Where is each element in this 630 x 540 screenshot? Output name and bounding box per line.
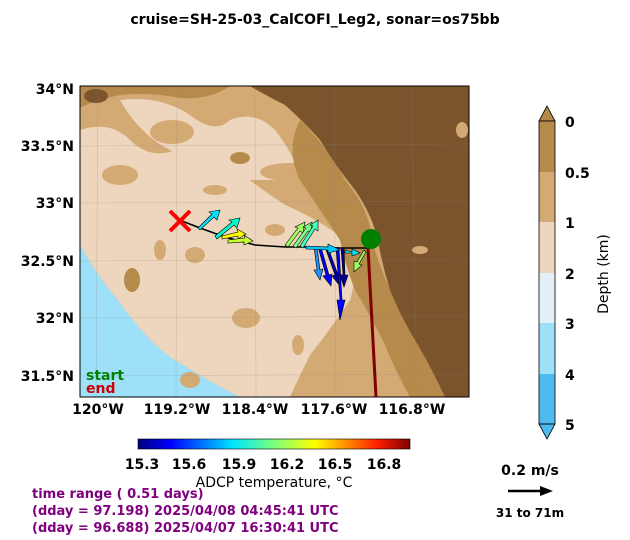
scale-depth-label: 31 to 71m xyxy=(495,506,565,520)
velocity-vector xyxy=(335,247,346,321)
temperature-colorbar: 15.3 15.6 15.9 16.2 16.5 16.8 xyxy=(125,438,411,473)
depth-tick: 3 xyxy=(565,317,575,333)
velocity-vector xyxy=(292,221,313,249)
lon-tick: 117.6°W xyxy=(301,402,368,418)
time-start: (dday = 96.688) 2025/04/07 16:30:41 UTC xyxy=(32,521,339,536)
map-frame xyxy=(79,85,470,398)
legend-end: end xyxy=(86,381,115,397)
depth-tick: 5 xyxy=(565,418,575,434)
depth-tick: 0.5 xyxy=(565,166,590,182)
track-segment-south xyxy=(366,247,378,398)
temp-tick: 16.2 xyxy=(270,457,305,473)
lon-tick: 119.2°W xyxy=(144,402,211,418)
velocity-vector xyxy=(305,243,341,254)
legend-start: start xyxy=(86,368,124,384)
lat-tick: 33°N xyxy=(36,196,74,212)
velocity-vector xyxy=(197,209,221,231)
start-marker-dot xyxy=(361,229,381,249)
end-marker-x xyxy=(168,209,192,233)
time-end: (dday = 97.198) 2025/04/08 04:45:41 UTC xyxy=(32,504,339,519)
scale-arrow xyxy=(508,486,553,496)
depth-colorbar: 0 0.5 1 2 3 4 5 Depth (km) xyxy=(538,105,612,440)
lon-tick: 118.4°W xyxy=(222,402,289,418)
lon-tick: 120°W xyxy=(72,402,124,418)
velocity-vector xyxy=(353,249,367,273)
time-range-block: time range ( 0.51 days) (dday = 97.198) … xyxy=(32,486,339,537)
temp-tick: 15.3 xyxy=(125,457,160,473)
depth-tick: 0 xyxy=(565,115,575,131)
bathymetry-map xyxy=(80,86,469,397)
velocity-vector xyxy=(317,246,333,287)
lat-tick: 33.5°N xyxy=(21,139,74,155)
plot-title: cruise=SH-25-03_CalCOFI_Leg2, sonar=os75… xyxy=(130,12,500,28)
temp-tick: 15.6 xyxy=(172,457,207,473)
lat-tick: 32.5°N xyxy=(21,254,74,270)
depth-tick: 1 xyxy=(565,216,575,232)
velocity-vector xyxy=(214,217,241,240)
lon-tick: 116.8°W xyxy=(379,402,446,418)
velocity-vector xyxy=(339,247,349,288)
temperature-colorbar-label: ADCP temperature, °C xyxy=(195,475,353,491)
temp-tick: 16.5 xyxy=(318,457,353,473)
lat-tick: 34°N xyxy=(36,82,74,98)
velocity-vector xyxy=(299,219,319,249)
lat-tick: 31.5°N xyxy=(21,369,74,385)
velocity-vector xyxy=(344,248,361,257)
temp-tick: 16.8 xyxy=(367,457,402,473)
time-range: time range ( 0.51 days) xyxy=(32,487,204,502)
velocity-vector xyxy=(221,228,247,240)
depth-tick: 2 xyxy=(565,267,575,283)
lat-tick: 32°N xyxy=(36,311,74,327)
scale-speed-label: 0.2 m/s xyxy=(501,463,559,479)
velocity-vector xyxy=(227,234,254,246)
depth-colorbar-label: Depth (km) xyxy=(596,234,612,314)
velocity-vectors xyxy=(197,209,367,321)
depth-tick: 4 xyxy=(565,368,575,384)
temp-tick: 15.9 xyxy=(222,457,257,473)
velocity-vector xyxy=(313,246,324,281)
